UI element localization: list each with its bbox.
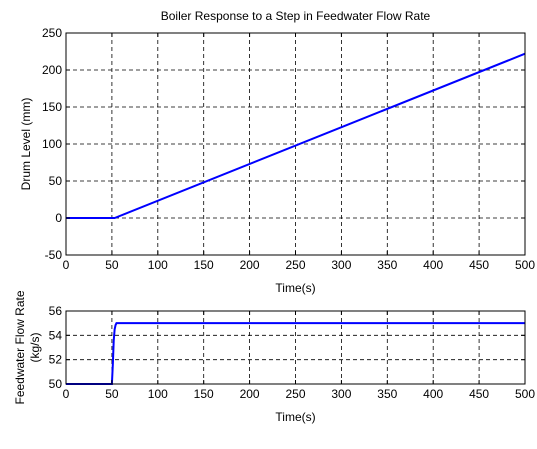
x-tick-label: 450 [469,258,489,272]
y-tick-label: 150 [42,100,62,114]
x-tick-label: 100 [148,387,168,401]
series-line-0 [66,52,526,219]
x-tick-label: 250 [285,258,305,272]
x-tick-label: 50 [105,258,119,272]
x-tick-label: 50 [105,387,119,401]
drum-level-chart: 0 50 100 150 200 250 300 350 400 450 500-500501001… [19,9,535,295]
x-tick-label: 100 [148,258,168,272]
y-tick-label: 56 [49,304,63,318]
x-tick-label: 300 [331,387,351,401]
y-tick-label: 50 [49,377,63,391]
x-tick-label: 200 [240,387,260,401]
chart-title: Boiler Response to a Step in Feedwater F… [161,9,431,23]
x-tick-label: 350 [377,387,397,401]
x-tick-label: 350 [377,258,397,272]
x-tick-label: 0 [63,258,70,272]
x-tick-label: 400 [423,387,443,401]
y-axis-label: Feedwater Flow Rate [13,290,27,404]
y-tick-label: 200 [42,63,62,77]
y-tick-label: 54 [49,328,63,342]
x-tick-label: 150 [194,387,214,401]
y-axis-label: (kg/s) [28,332,42,362]
y-tick-label: 100 [42,137,62,151]
y-tick-label: 52 [49,353,63,367]
plot-area [66,33,525,255]
x-tick-label: 500 [515,387,535,401]
y-tick-label: 50 [49,174,63,188]
x-tick-label: 250 [285,387,305,401]
x-axis-label: Time(s) [275,410,315,424]
y-tick-label: -50 [45,248,63,262]
y-axis-label: Drum Level (mm) [19,98,33,191]
x-tick-label: 150 [194,258,214,272]
feedwater-flow-chart: 0 50 100 150 200 250 300 350 400 450 50050525456Ti… [13,290,535,424]
x-tick-label: 400 [423,258,443,272]
x-axis-label: Time(s) [275,281,315,295]
x-tick-label: 0 [63,387,70,401]
x-tick-label: 200 [240,258,260,272]
y-tick-label: 0 [55,211,62,225]
x-tick-label: 500 [515,258,535,272]
x-tick-label: 450 [469,387,489,401]
x-tick-label: 300 [331,258,351,272]
y-tick-label: 250 [42,26,62,40]
